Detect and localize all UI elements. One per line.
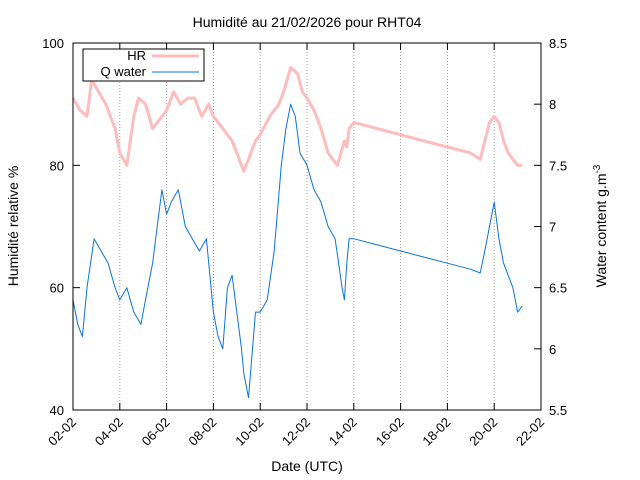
y-right-tick-label: 8.5 (549, 36, 567, 51)
y-right-tick-label: 8 (549, 97, 556, 112)
x-axis-label: Date (UTC) (271, 458, 343, 474)
y-axis-right-label-base: Water content g.m (593, 174, 609, 288)
legend: HR Q water (82, 48, 205, 82)
legend-box (82, 48, 205, 82)
x-grid (119, 43, 495, 410)
right-axis: 5.5 6 6.5 7 7.5 8 8.5 (534, 36, 567, 418)
chart-title: Humidité au 21/02/2026 pour RHT04 (193, 14, 422, 30)
y-right-tick-label: 5.5 (549, 403, 567, 418)
y-axis-right-label-sup: -3 (592, 164, 603, 173)
y-left-tick-label: 60 (50, 281, 64, 296)
y-axis-right-label: Water content g.m-3 (592, 164, 609, 287)
y-left-tick-label: 80 (50, 158, 64, 173)
y-right-tick-label: 6.5 (549, 281, 567, 296)
series-layer (71, 66, 523, 399)
y-left-tick-label: 100 (42, 36, 64, 51)
legend-label-q-water: Q water (100, 64, 146, 79)
legend-label-hr: HR (127, 48, 146, 63)
series-q-water-line (72, 103, 523, 399)
left-axis: 40 60 80 100 (42, 36, 80, 418)
series-hr-line (71, 66, 523, 173)
y-axis-left-label: Humidité relative % (5, 166, 21, 287)
y-right-tick-label: 7.5 (549, 158, 567, 173)
y-left-tick-label: 40 (50, 403, 64, 418)
y-right-tick-label: 7 (549, 220, 556, 235)
y-right-tick-label: 6 (549, 342, 556, 357)
